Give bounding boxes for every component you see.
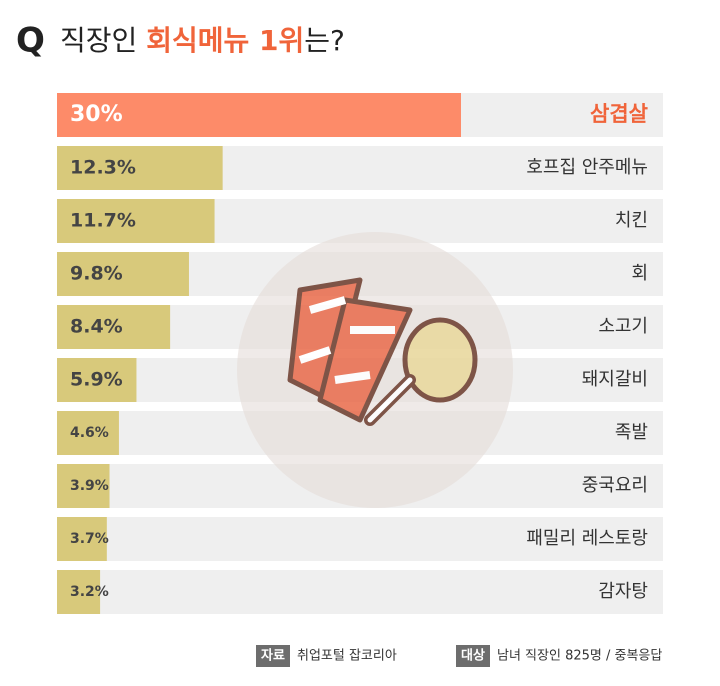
category-label: 소고기 (598, 316, 648, 337)
value-label: 12.3% (70, 157, 136, 179)
badge (456, 645, 490, 667)
track (57, 570, 663, 614)
q-mark: Q (16, 21, 45, 61)
bar (57, 464, 110, 508)
value-label: 11.7% (70, 210, 136, 232)
category-label: 감자탕 (598, 581, 648, 602)
bar (57, 146, 223, 190)
title-part: 직장인 (60, 24, 146, 57)
bar (57, 199, 215, 243)
illustration (237, 232, 513, 508)
value-label: 3.2% (70, 584, 109, 600)
value-label: 4.6% (70, 425, 109, 441)
bar (57, 252, 189, 296)
category-label: 돼지갈비 (582, 369, 648, 390)
category-label: 삼겹살 (590, 102, 648, 126)
badge (256, 645, 290, 667)
value-label: 5.9% (70, 369, 123, 391)
category-label: 회 (631, 263, 648, 284)
chart-title: 직장인 회식메뉴 1위는? (60, 24, 345, 57)
bars: 30% 삼겹살 12.3% 호프집 안주메뉴 11.7% 치킨 9.8% 회 8.4% 소고기 5.… (57, 93, 648, 614)
title-part: 회식메뉴 1위 (146, 24, 304, 57)
category-label: 족발 (615, 422, 648, 443)
value-label: 30% (70, 102, 123, 127)
bar (57, 570, 101, 614)
track (57, 517, 663, 561)
bar (57, 93, 461, 137)
value-label: 3.7% (70, 531, 109, 547)
category-label: 패밀리 레스토랑 (526, 528, 648, 549)
source: 취업포털 잡코리아 (297, 649, 397, 664)
target: 남녀 직장인 825명 / 중복응답 (497, 649, 662, 664)
bar (57, 517, 107, 561)
bar (57, 358, 137, 402)
value-label: 9.8% (70, 263, 123, 285)
title-part: 는? (304, 24, 345, 57)
category-label: 중국요리 (582, 475, 648, 496)
value-label: 8.4% (70, 316, 123, 338)
source-label: 자료 (261, 649, 285, 664)
category-label: 호프집 안주메뉴 (526, 157, 648, 178)
category-label: 치킨 (615, 210, 648, 231)
target-label: 대상 (461, 649, 485, 664)
value-label: 3.9% (70, 478, 109, 494)
bar (57, 411, 119, 455)
bar (57, 305, 171, 349)
